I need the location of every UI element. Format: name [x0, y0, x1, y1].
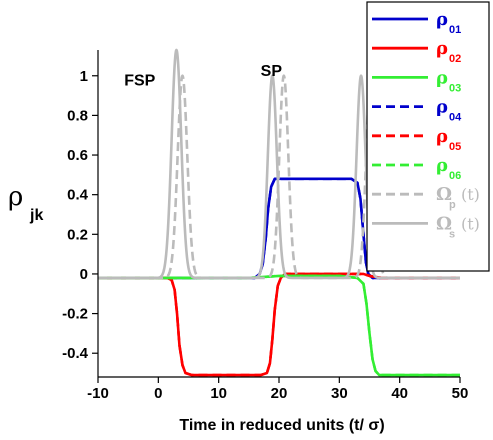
annotation-label: SP — [261, 63, 283, 80]
y-axis-title: ρ jk — [8, 182, 43, 224]
y-tick-label: 0.8 — [67, 107, 88, 124]
legend-subscript: 04 — [449, 112, 462, 124]
legend-symbol: ρ — [436, 126, 448, 147]
series-rho03 — [98, 274, 460, 377]
legend-subscript: p — [449, 199, 456, 211]
legend-entry: ρ 04 — [372, 97, 462, 124]
legend-subscript: 01 — [449, 24, 461, 36]
y-tick-label: 0.2 — [67, 226, 88, 243]
legend-entry: ρ 05 — [372, 126, 461, 153]
y-tick-label: 0.6 — [67, 147, 88, 164]
y-tick-label: 0.4 — [67, 187, 89, 204]
x-tick-label: -10 — [87, 385, 109, 402]
legend-suffix: (t) — [461, 185, 480, 204]
x-tick-label: 50 — [452, 385, 469, 402]
legend-subscript: 03 — [449, 82, 461, 94]
y-axis-title-symbol: ρ — [8, 182, 23, 212]
x-axis: -10 0 10 20 30 40 50 — [87, 376, 469, 402]
plot-area — [97, 48, 461, 377]
legend-entry: ρ 03 — [372, 67, 461, 94]
series-omega_s — [97, 48, 461, 280]
x-axis-title: Time in reduced units (t/ σ) — [179, 417, 384, 434]
series-rho05 — [98, 272, 460, 377]
y-axis-title-subscript: jk — [29, 207, 43, 224]
annotation-label: FSP — [124, 73, 155, 90]
legend-subscript: 06 — [449, 170, 461, 182]
legend-subscript: s — [449, 228, 455, 240]
series-rho02 — [98, 272, 460, 377]
x-tick-label: 20 — [271, 385, 288, 402]
series-rho06 — [98, 274, 460, 377]
legend-entry: ρ 02 — [372, 38, 461, 65]
legend-suffix: (t) — [461, 214, 480, 233]
x-tick-label: 40 — [391, 385, 408, 402]
x-tick-label: 10 — [210, 385, 227, 402]
legend-symbol: ρ — [436, 97, 448, 118]
y-tick-label: -0.2 — [62, 306, 88, 323]
y-tick-label: 0 — [80, 266, 88, 283]
legend-entry: Ωp (t) — [372, 184, 480, 211]
legend-entry: Ωs (t) — [372, 213, 480, 240]
legend-symbol: ρ — [436, 38, 448, 59]
legend-symbol: Ω — [436, 184, 452, 205]
legend-subscript: 05 — [449, 141, 461, 153]
legend-entry: ρ 06 — [372, 155, 461, 182]
legend-symbol: ρ — [436, 67, 448, 88]
legend-subscript: 02 — [449, 53, 461, 65]
legend-symbol: Ω — [436, 213, 452, 234]
y-tick-label: -0.4 — [62, 345, 89, 362]
legend-symbol: ρ — [436, 9, 448, 30]
x-tick-label: 0 — [154, 385, 162, 402]
x-tick-label: 30 — [331, 385, 348, 402]
y-axis: -0.4 -0.2 0 0.2 0.4 0.6 0.8 1 — [62, 50, 99, 377]
legend-symbol: ρ — [436, 155, 448, 176]
series-rho04 — [98, 177, 460, 280]
legend-entry: ρ 01 — [372, 9, 461, 36]
y-tick-label: 1 — [80, 68, 88, 85]
annotations: FSP SP — [124, 63, 282, 90]
